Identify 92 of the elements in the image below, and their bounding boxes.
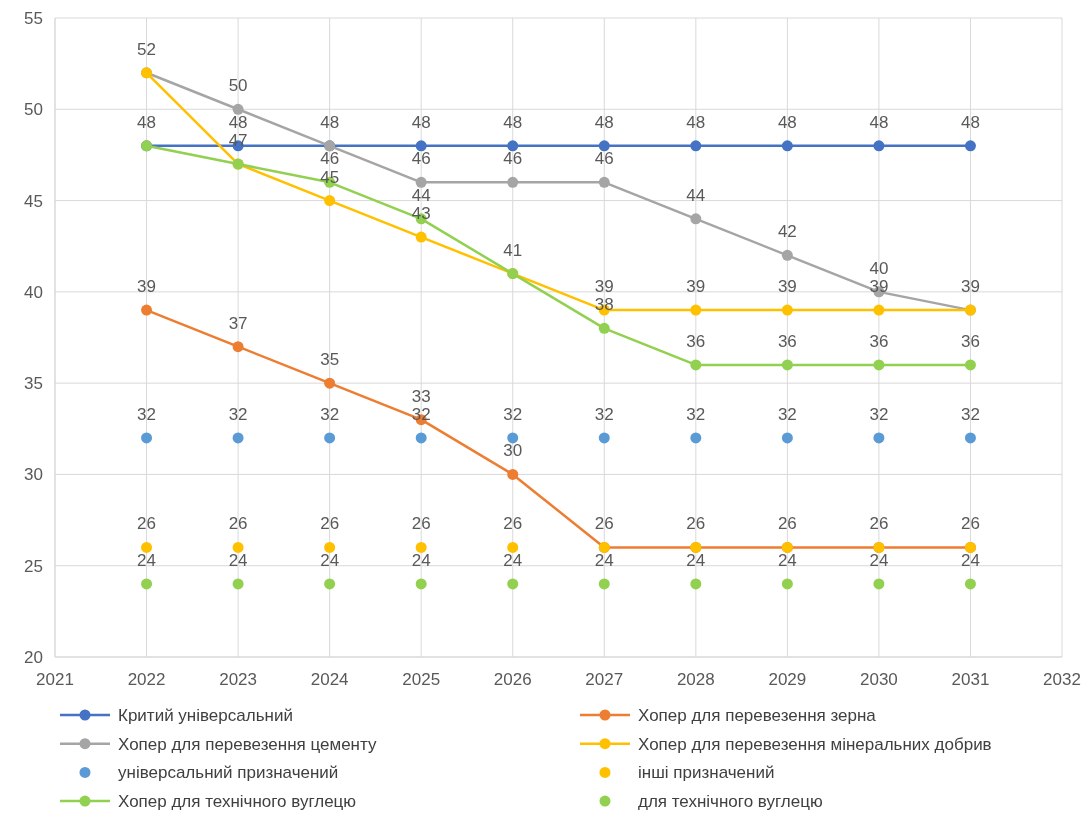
x-tick-label: 2025 — [402, 670, 441, 689]
data-label: 24 — [503, 550, 523, 570]
data-label: 36 — [869, 331, 889, 351]
x-tick-label: 2032 — [1043, 670, 1081, 689]
data-label: 26 — [777, 514, 797, 534]
data-label: 32 — [960, 404, 980, 424]
x-tick-label: 2026 — [493, 670, 532, 689]
data-label: 48 — [228, 112, 248, 132]
x-tick-label: 2024 — [310, 670, 349, 689]
data-label: 30 — [503, 441, 523, 461]
data-label: 24 — [869, 550, 889, 570]
data-label: 24 — [411, 550, 431, 570]
data-label: 32 — [594, 404, 614, 424]
data-label: 24 — [137, 550, 157, 570]
x-tick-label: 2030 — [860, 670, 898, 689]
legend-label: Хопер для перевезення мінеральних добрив — [638, 734, 992, 754]
legend-label: для технічного вуглецю — [638, 792, 823, 812]
y-tick-label: 45 — [24, 191, 43, 211]
data-label: 48 — [686, 112, 706, 132]
data-label: 26 — [228, 514, 248, 534]
data-label: 39 — [869, 277, 889, 297]
data-label: 32 — [228, 404, 248, 424]
legend-label: Критий універсальний — [118, 705, 293, 725]
data-label: 39 — [960, 277, 980, 297]
data-label: 32 — [320, 404, 340, 424]
data-label: 46 — [411, 149, 431, 169]
data-label: 32 — [869, 404, 889, 424]
y-tick-label: 50 — [24, 100, 43, 120]
y-tick-label: 25 — [24, 556, 43, 576]
data-label: 32 — [137, 404, 157, 424]
data-label: 46 — [320, 149, 340, 169]
data-label: 26 — [960, 514, 980, 534]
data-label: 24 — [960, 550, 980, 570]
y-tick-label: 20 — [24, 647, 43, 667]
data-label: 48 — [411, 112, 431, 132]
legend-label: інші призначений — [638, 763, 775, 783]
data-label: 24 — [777, 550, 797, 570]
data-label: 33 — [411, 386, 431, 406]
data-label: 35 — [320, 350, 340, 370]
data-label: 24 — [594, 550, 614, 570]
data-label: 46 — [594, 149, 614, 169]
y-tick-label: 55 — [24, 8, 43, 28]
data-label: 40 — [869, 258, 889, 278]
data-label: 41 — [503, 240, 523, 260]
data-label: 37 — [228, 313, 248, 333]
y-tick-label: 30 — [24, 465, 43, 485]
legend-label: Хопер для технічного вуглецю — [118, 792, 357, 812]
data-label: 32 — [686, 404, 706, 424]
data-label: 48 — [594, 112, 614, 132]
data-label: 48 — [137, 112, 157, 132]
data-label: 44 — [411, 185, 431, 205]
data-label: 32 — [777, 404, 797, 424]
y-tick-label: 35 — [24, 374, 43, 394]
data-label: 48 — [777, 112, 797, 132]
data-label: 36 — [686, 331, 706, 351]
data-label: 52 — [137, 39, 157, 59]
data-label: 24 — [320, 550, 340, 570]
data-label: 26 — [137, 514, 157, 534]
data-label: 50 — [228, 76, 248, 96]
data-label: 48 — [503, 112, 523, 132]
data-label: 26 — [320, 514, 340, 534]
legend-label: Хопер для перевезення цементу — [118, 734, 377, 754]
data-label: 46 — [503, 149, 523, 169]
x-tick-label: 2023 — [219, 670, 257, 689]
data-label: 26 — [686, 514, 706, 534]
legend-label: Хопер для перевезення зерна — [638, 705, 877, 725]
x-tick-label: 2028 — [676, 670, 715, 689]
y-tick-label: 40 — [24, 282, 43, 302]
data-label: 48 — [320, 112, 340, 132]
data-label: 39 — [594, 277, 614, 297]
data-label: 44 — [686, 185, 706, 205]
data-label: 39 — [686, 277, 706, 297]
x-tick-label: 2021 — [36, 670, 74, 689]
legend-label: універсальний призначений — [118, 763, 339, 783]
data-label: 48 — [869, 112, 889, 132]
data-label: 24 — [686, 550, 706, 570]
x-tick-label: 2022 — [127, 670, 166, 689]
data-label: 24 — [228, 550, 248, 570]
data-label: 26 — [411, 514, 431, 534]
x-tick-label: 2027 — [585, 670, 624, 689]
data-label: 26 — [869, 514, 889, 534]
data-label: 36 — [960, 331, 980, 351]
data-label: 26 — [503, 514, 523, 534]
data-label: 39 — [777, 277, 797, 297]
data-label: 32 — [503, 404, 523, 424]
x-tick-label: 2029 — [768, 670, 807, 689]
x-tick-label: 2031 — [951, 670, 990, 689]
data-label: 26 — [594, 514, 614, 534]
data-label: 39 — [137, 277, 157, 297]
data-label: 36 — [777, 331, 797, 351]
data-label: 48 — [960, 112, 980, 132]
data-label: 42 — [777, 222, 797, 242]
